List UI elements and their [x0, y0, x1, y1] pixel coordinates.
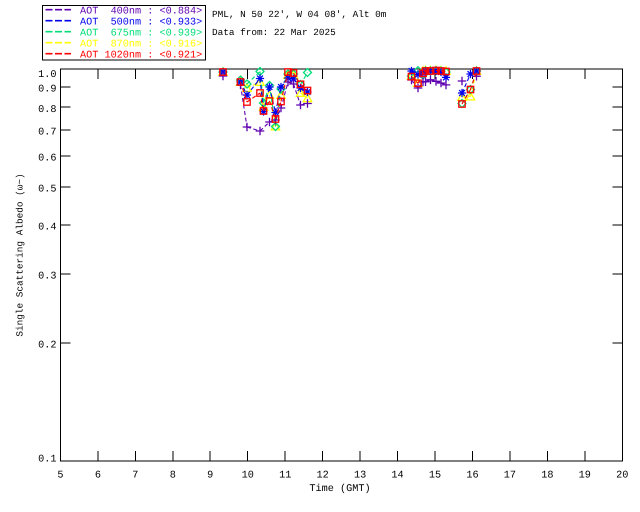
svg-text:18: 18	[541, 471, 553, 482]
svg-text:20: 20	[616, 471, 628, 482]
svg-text:AOT 400nm : <0.884>: AOT 400nm : <0.884>	[80, 7, 202, 18]
svg-text:Single Scattering Albedo (ω~): Single Scattering Albedo (ω~)	[15, 173, 26, 336]
svg-text:17: 17	[504, 471, 516, 482]
svg-text:5: 5	[57, 471, 63, 482]
svg-text:11: 11	[279, 471, 291, 482]
svg-text:0.6: 0.6	[38, 154, 56, 165]
svg-text:15: 15	[429, 471, 441, 482]
svg-text:0.9: 0.9	[38, 85, 56, 96]
svg-text:AOT 500nm : <0.933>: AOT 500nm : <0.933>	[80, 18, 202, 29]
svg-text:Data from: 22 Mar 2025: Data from: 22 Mar 2025	[212, 27, 336, 38]
svg-text:AOT 870nm : <0.916>: AOT 870nm : <0.916>	[80, 40, 202, 51]
svg-text:0.3: 0.3	[38, 272, 56, 283]
svg-text:0.7: 0.7	[38, 128, 56, 139]
svg-text:9: 9	[207, 471, 213, 482]
svg-text:0.5: 0.5	[38, 185, 56, 196]
svg-text:1.0: 1.0	[38, 70, 56, 81]
svg-text:8: 8	[170, 471, 176, 482]
svg-text:16: 16	[466, 471, 478, 482]
svg-text:7: 7	[132, 471, 138, 482]
svg-text:19: 19	[579, 471, 591, 482]
svg-text:0.2: 0.2	[38, 341, 56, 352]
svg-text:PML, N 50 22', W 04 08', Alt 0: PML, N 50 22', W 04 08', Alt 0m	[212, 9, 387, 20]
svg-text:AOT 1020nm : <0.921>: AOT 1020nm : <0.921>	[80, 51, 202, 62]
svg-text:AOT 675nm : <0.939>: AOT 675nm : <0.939>	[80, 29, 202, 40]
svg-text:0.1: 0.1	[38, 455, 56, 466]
svg-text:14: 14	[391, 471, 403, 482]
svg-text:Time (GMT): Time (GMT)	[309, 483, 370, 495]
svg-text:0.8: 0.8	[38, 105, 56, 116]
svg-text:0.4: 0.4	[38, 223, 56, 234]
svg-text:13: 13	[354, 471, 366, 482]
svg-text:6: 6	[95, 471, 101, 482]
svg-text:12: 12	[316, 471, 328, 482]
svg-text:10: 10	[242, 471, 254, 482]
